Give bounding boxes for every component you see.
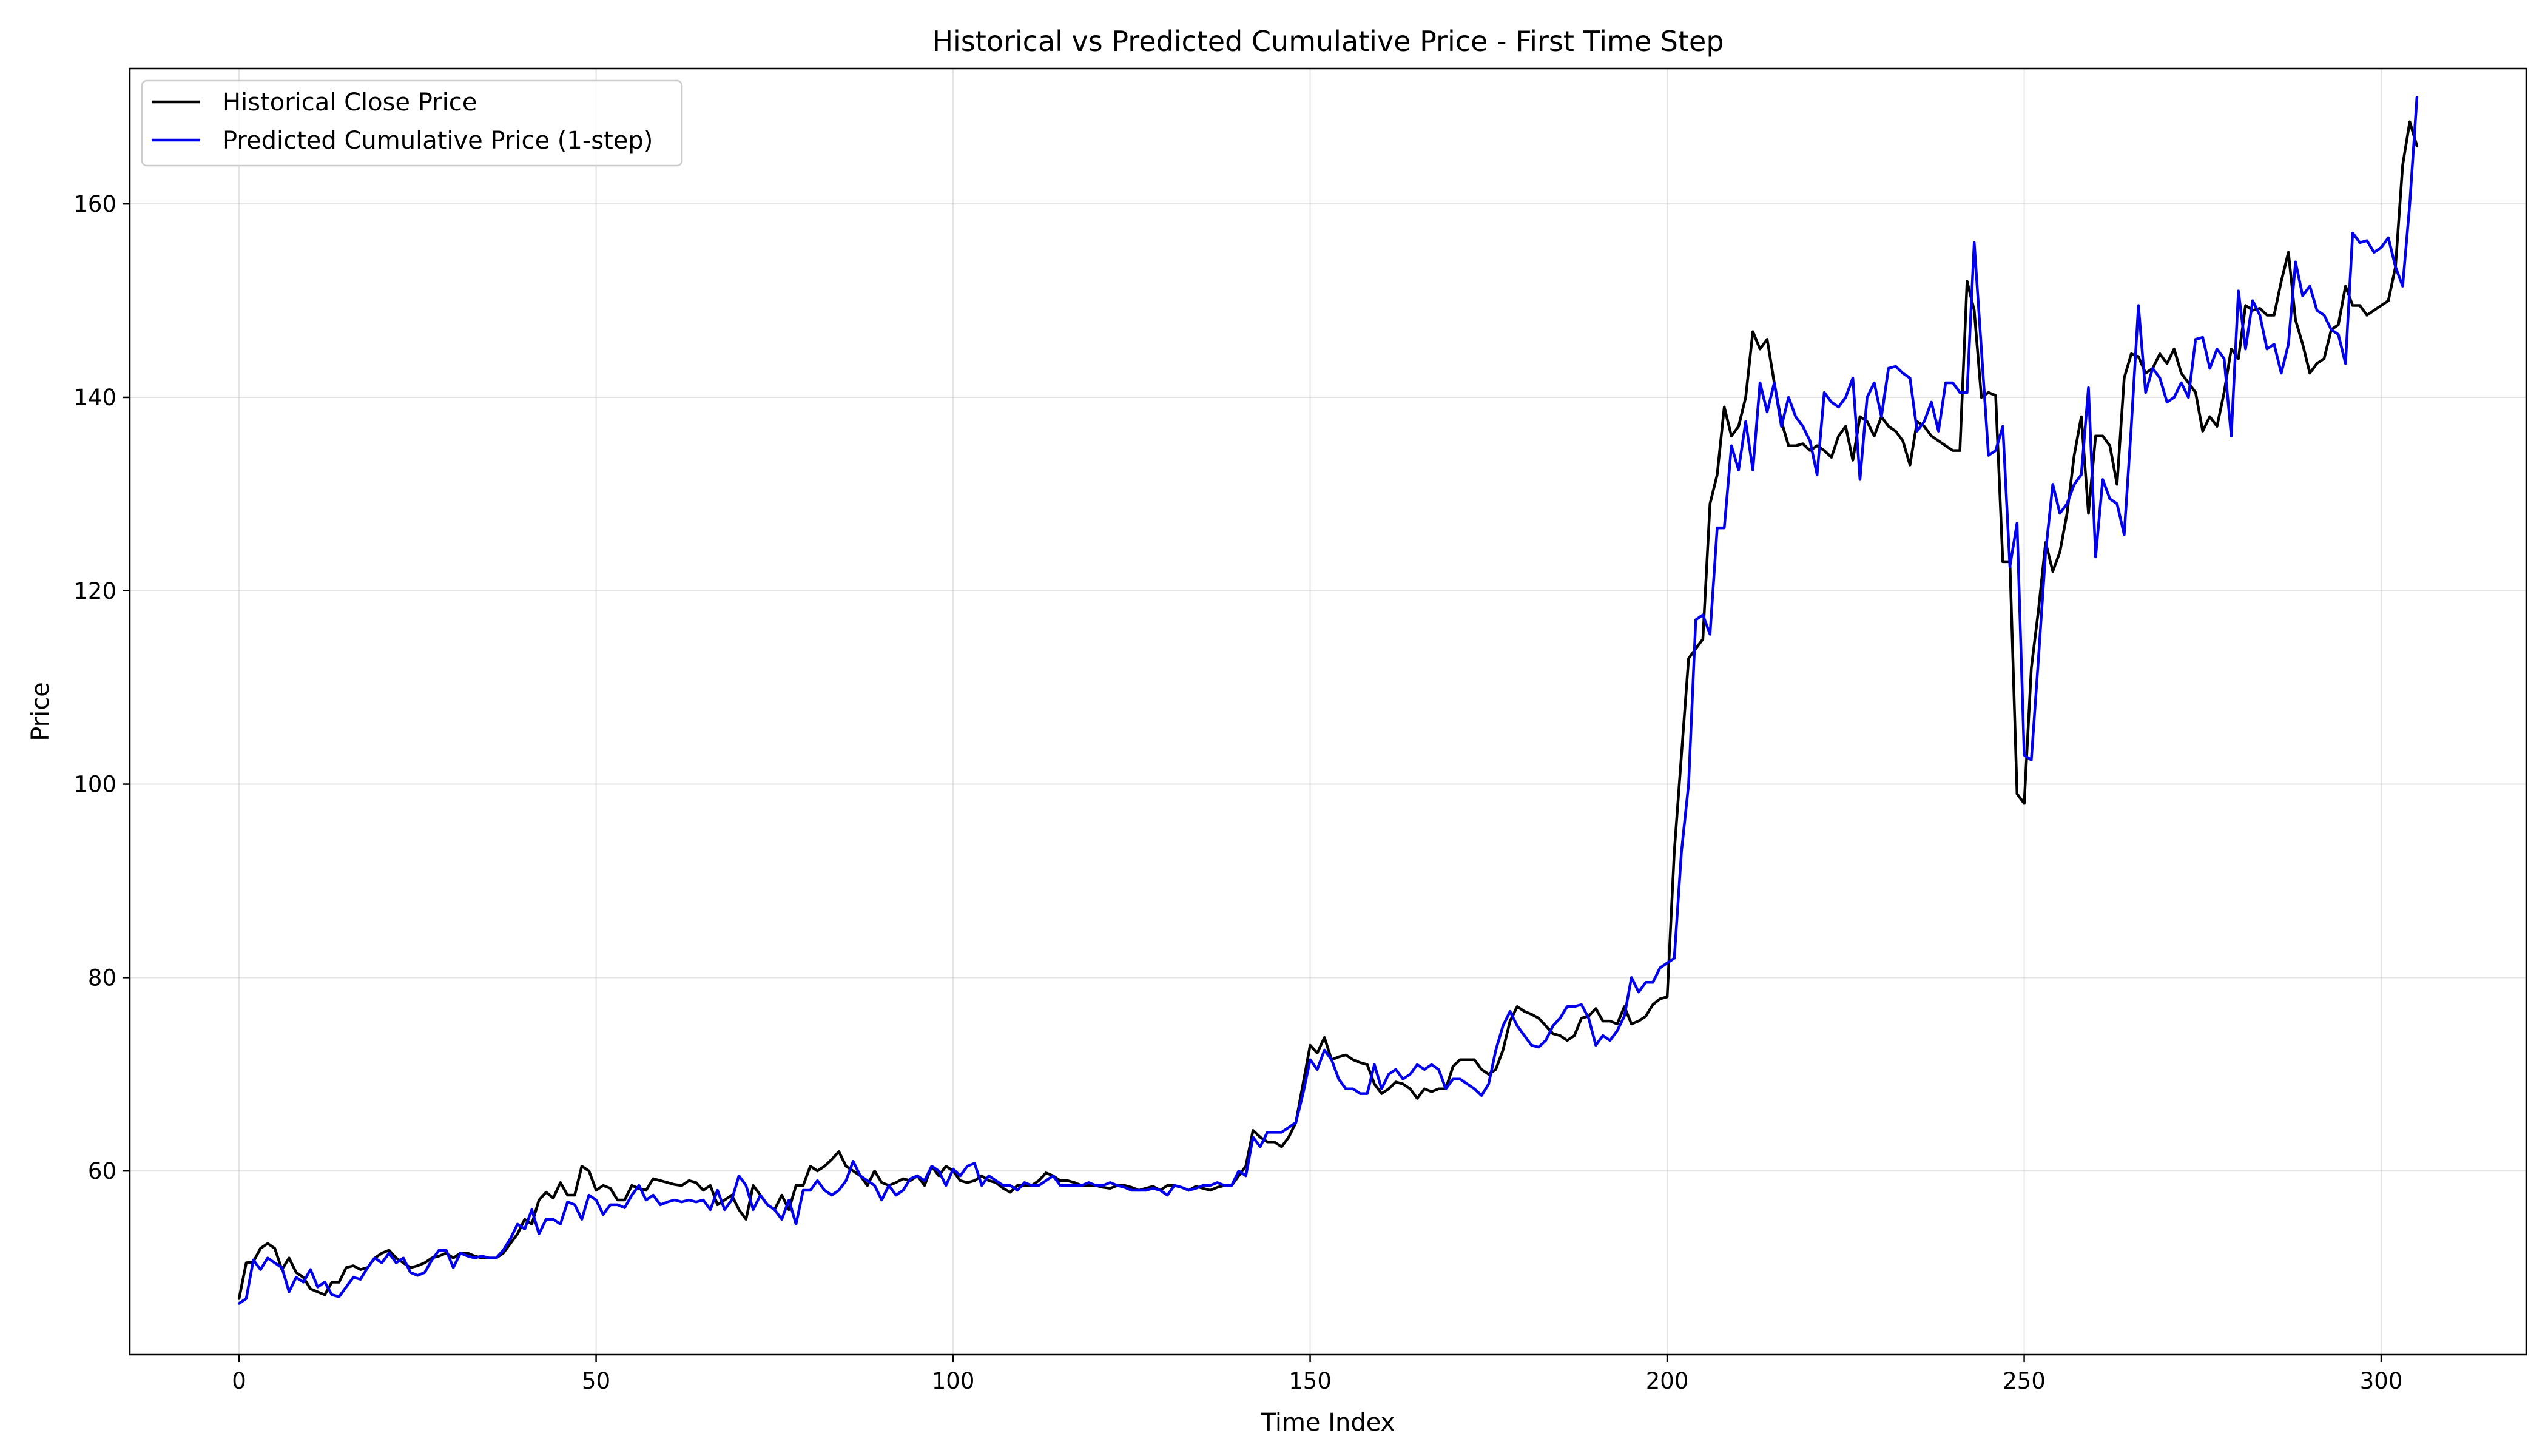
x-tick-label: 200	[1646, 1368, 1689, 1394]
y-tick-label: 60	[88, 1158, 116, 1184]
series-lines	[237, 96, 2419, 1305]
y-tick-label: 140	[73, 385, 116, 411]
x-tick-label: 0	[232, 1368, 246, 1394]
chart-title: Historical vs Predicted Cumulative Price…	[932, 25, 1724, 58]
y-tick-label: 100	[73, 772, 116, 798]
y-axis-label: Price	[27, 682, 55, 741]
legend-label-1: Historical Close Price	[223, 89, 477, 116]
x-axis-label: Time Index	[1261, 1409, 1395, 1437]
y-tick-label: 120	[73, 578, 116, 604]
x-axis-ticks: 0 50 100 150 200 250 300	[232, 1355, 2402, 1394]
series-line-1	[237, 120, 2419, 1300]
x-tick-label: 150	[1289, 1368, 1332, 1394]
x-tick-label: 100	[932, 1368, 975, 1394]
legend-box	[141, 79, 683, 167]
y-axis-ticks: 60 80 100 120 140 160	[73, 191, 130, 1184]
series-line-2	[237, 96, 2419, 1305]
y-tick-label: 160	[73, 191, 116, 217]
legend: Historical Close Price Predicted Cumulati…	[141, 79, 683, 167]
x-tick-label: 50	[582, 1368, 610, 1394]
x-tick-label: 300	[2360, 1368, 2403, 1394]
y-tick-label: 80	[88, 965, 116, 991]
x-tick-label: 250	[2003, 1368, 2046, 1394]
legend-label-2: Predicted Cumulative Price (1-step)	[223, 127, 653, 155]
plot-area-frame	[129, 67, 2527, 1356]
